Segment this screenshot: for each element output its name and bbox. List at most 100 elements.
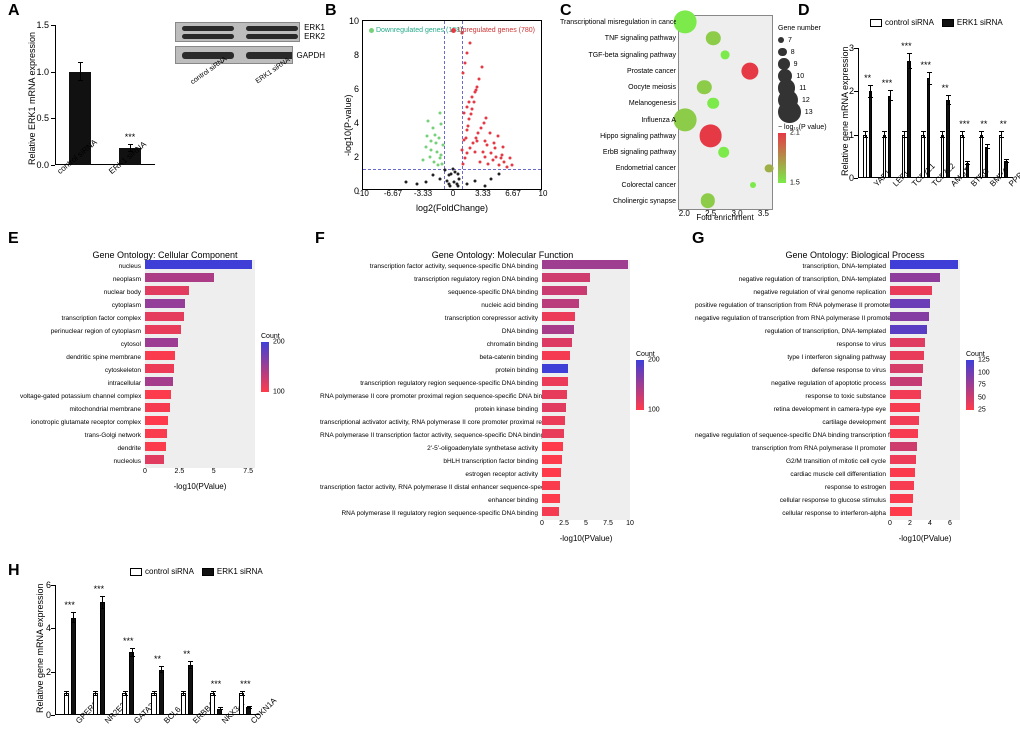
go-row: transcription from RNA polymerase II pro…	[695, 442, 1015, 455]
bubble-2	[721, 50, 730, 59]
bubble-0	[674, 11, 697, 34]
go-row: DNA binding	[320, 325, 685, 338]
bubble-6	[674, 108, 697, 131]
bar	[239, 693, 244, 715]
panel-C-terms: Transcriptional misregulation in cancerT…	[560, 15, 676, 210]
go-row: protein kinase binding	[320, 403, 685, 416]
label-B: B	[325, 2, 337, 20]
label-D: D	[798, 2, 810, 20]
go-row: sequence-specific DNA binding	[320, 286, 685, 299]
panel-A-blots: ERK1ERK2GAPDHcontrol siRNAERK1 siRNA	[175, 22, 325, 75]
label-F: F	[315, 230, 325, 248]
bar	[883, 135, 886, 178]
go-row: transcription factor activity, RNA polym…	[320, 481, 685, 494]
bubble-10	[750, 182, 756, 188]
go-row: RNA polymerase II core promoter proximal…	[320, 390, 685, 403]
bubble-11	[701, 194, 715, 208]
bar	[151, 693, 156, 715]
label-H: H	[8, 562, 20, 580]
term-7: Hippo signaling pathway	[560, 129, 676, 145]
bar	[946, 100, 949, 178]
axis-y	[55, 25, 56, 165]
panel-E-go: Gene Ontology: Cellular Componentnucleus…	[20, 250, 310, 491]
panel-F-go: Gene Ontology: Molecular Functiontranscr…	[320, 250, 685, 543]
go-row: RNA polymerase II transcription factor a…	[320, 429, 685, 442]
go-row: transcriptional activator activity, RNA …	[320, 416, 685, 429]
bubble-9	[764, 164, 773, 173]
go-row: enhancer binding	[320, 494, 685, 507]
bar	[888, 96, 891, 178]
bar	[985, 147, 988, 178]
go-row: dendrite	[20, 442, 310, 455]
bar	[941, 135, 944, 178]
label-E: E	[8, 230, 19, 248]
bar	[960, 135, 963, 178]
bar	[1004, 161, 1007, 178]
go-row: transcription regulatory region sequence…	[320, 377, 685, 390]
go-row: nucleic acid binding	[320, 299, 685, 312]
term-4: Oocyte meiosis	[560, 80, 676, 96]
bubble-8	[718, 146, 730, 158]
panel-H-legend: control siRNAERK1 siRNA	[130, 567, 271, 576]
term-0: Transcriptional misregulation in cancer	[560, 15, 676, 31]
go-row: voltage-gated potassium channel complex	[20, 390, 310, 403]
go-row: chromatin binding	[320, 338, 685, 351]
go-row: negative regulation of transcription fro…	[695, 312, 1015, 325]
xlabel-C: Fold enrichment	[696, 213, 753, 222]
panel-G-go: Gene Ontology: Biological Processtranscr…	[695, 250, 1015, 543]
go-row: RNA polymerase II regulatory region sequ…	[320, 507, 685, 520]
go-title: Gene Ontology: Biological Process	[695, 250, 1015, 260]
bar	[980, 135, 983, 178]
go-row: transcription factor activity, sequence-…	[320, 260, 685, 273]
term-3: Prostate cancer	[560, 64, 676, 80]
go-row: transcription corepressor activity	[320, 312, 685, 325]
ylabel-H: Relative gene mRNA expression	[35, 583, 45, 713]
bubble-3	[742, 62, 759, 79]
go-row: response to virus	[695, 338, 1015, 351]
panel-A-barchart: Relative ERK1 mRNA expression 0.00.51.01…	[55, 25, 155, 165]
go-row: negative regulation of transcription, DN…	[695, 273, 1015, 286]
bubble-7	[699, 124, 722, 147]
go-title: Gene Ontology: Molecular Function	[320, 250, 685, 260]
term-1: TNF signaling pathway	[560, 31, 676, 47]
go-row: nucleolus	[20, 455, 310, 468]
bar	[999, 135, 1002, 178]
go-row: G2/M transition of mitotic cell cycle	[695, 455, 1015, 468]
bar	[181, 693, 186, 715]
go-row: regulation of transcription, DNA-templat…	[695, 325, 1015, 338]
go-row: cytoplasm	[20, 299, 310, 312]
panel-D-barchart: Relative gene mRNA expression 0123**YAP1…	[858, 48, 1013, 178]
go-row: ionotropic glutamate receptor complex	[20, 416, 310, 429]
go-row: negative regulation of viral genome repl…	[695, 286, 1015, 299]
bubble-4	[697, 80, 711, 94]
go-row: negative regulation of sequence-specific…	[695, 429, 1015, 442]
figure: A B C D E F G H Relative ERK1 mRNA expre…	[0, 0, 1020, 753]
term-6: Influenza A	[560, 113, 676, 129]
go-row: neoplasm	[20, 273, 310, 286]
go-row: cellular response to interferon-alpha	[695, 507, 1015, 520]
bar	[921, 135, 924, 178]
term-2: TGF-beta signaling pathway	[560, 48, 676, 64]
panel-B-volcano: -log10(P-value) log2(FoldChange) -10-6.6…	[362, 20, 542, 190]
go-row: 2'-5'-oligoadenylate synthetase activity	[320, 442, 685, 455]
go-row: trans-Golgi network	[20, 429, 310, 442]
panel-C-bubble: 2.02.53.03.5	[678, 15, 773, 210]
bar	[100, 602, 105, 715]
bar	[907, 61, 910, 178]
term-5: Melanogenesis	[560, 96, 676, 112]
go-row: bHLH transcription factor binding	[320, 455, 685, 468]
label-A: A	[8, 2, 20, 20]
go-row: cartilage development	[695, 416, 1015, 429]
bubble-5	[708, 98, 720, 110]
go-row: estrogen receptor activity	[320, 468, 685, 481]
axis-y	[858, 48, 859, 178]
go-row: mitochondrial membrane	[20, 403, 310, 416]
term-9: Endometrial cancer	[560, 161, 676, 177]
go-row: transcription, DNA-templated	[695, 260, 1015, 273]
panel-D-legend: control siRNAERK1 siRNA	[870, 18, 1011, 27]
go-row: nuclear body	[20, 286, 310, 299]
bar	[159, 670, 164, 716]
ylabel-A: Relative ERK1 mRNA expression	[27, 32, 37, 165]
bar	[93, 693, 98, 715]
go-row: cellular response to glucose stimulus	[695, 494, 1015, 507]
